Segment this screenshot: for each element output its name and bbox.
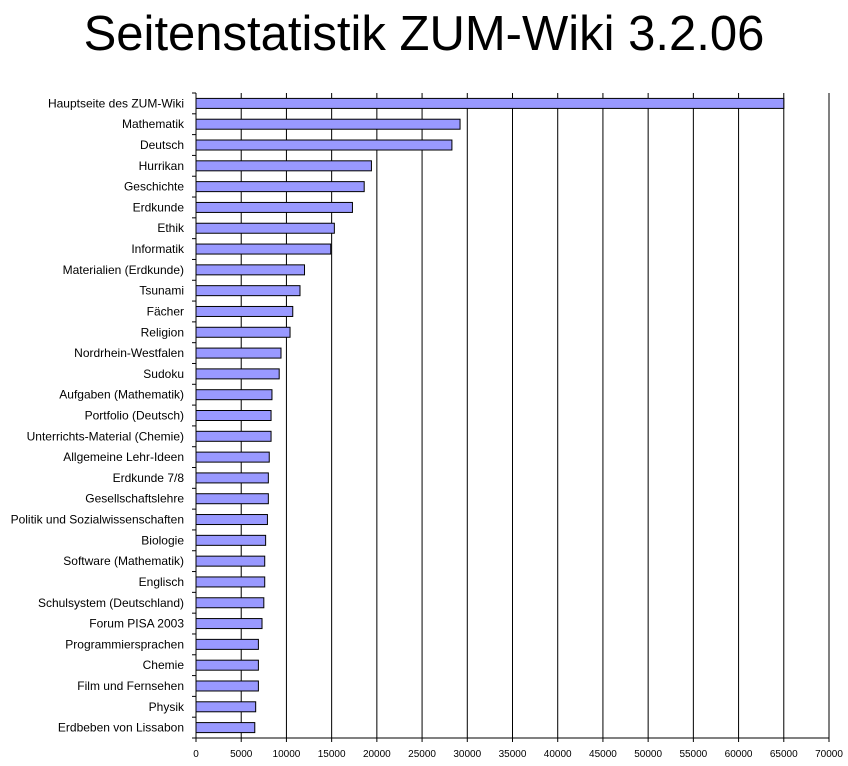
category-label: Informatik — [131, 242, 185, 256]
bar — [195, 638, 259, 650]
x-tick-label: 70000 — [815, 749, 843, 760]
bar — [195, 534, 267, 546]
category-label: Hurrikan — [139, 159, 184, 173]
x-tick-label: 20000 — [363, 749, 391, 760]
x-tick-label: 25000 — [408, 749, 436, 760]
bar — [195, 326, 291, 338]
bar — [195, 97, 785, 109]
chart-title: Seitenstatistik ZUM-Wiki 3.2.06 — [83, 7, 765, 61]
category-label: Forum PISA 2003 — [89, 617, 184, 631]
bar — [195, 555, 266, 567]
bar — [195, 243, 332, 255]
bar — [195, 264, 306, 276]
category-label: Nordrhein-Westfalen — [74, 346, 184, 360]
category-label: Deutsch — [140, 138, 184, 152]
category-label: Englisch — [139, 575, 184, 589]
category-label: Materialien (Erdkunde) — [63, 263, 184, 277]
category-label: Allgemeine Lehr-Ideen — [63, 450, 184, 464]
bar — [195, 618, 263, 630]
bar — [195, 389, 273, 401]
category-label: Film und Fernsehen — [77, 679, 184, 693]
bar — [195, 181, 365, 193]
category-label: Politik und Sozialwissenschaften — [11, 513, 184, 527]
bar — [195, 701, 257, 713]
category-label: Biologie — [141, 533, 184, 547]
category-label: Physik — [149, 700, 185, 714]
bar — [195, 576, 266, 588]
bar — [195, 160, 372, 172]
bar — [195, 493, 269, 505]
bar — [195, 201, 353, 213]
category-label: Erdkunde — [133, 200, 185, 214]
bar — [195, 222, 335, 234]
bar — [195, 514, 268, 526]
bar — [195, 410, 272, 421]
bar — [195, 722, 256, 734]
category-label: Gesellschaftslehre — [85, 492, 184, 506]
x-tick-label: 50000 — [634, 749, 662, 760]
category-label: Software (Mathematik) — [63, 554, 184, 568]
category-label: Portfolio (Deutsch) — [85, 409, 184, 423]
x-tick-label: 0 — [193, 749, 199, 760]
bar — [195, 680, 259, 692]
category-label: Hauptseite des ZUM-Wiki — [48, 96, 184, 110]
bar — [195, 430, 272, 442]
category-label: Religion — [141, 325, 184, 339]
category-label: Schulsystem (Deutschland) — [38, 596, 184, 610]
x-tick-label: 5000 — [230, 749, 253, 760]
category-label: Fächer — [147, 304, 184, 318]
category-label: Sudoku — [143, 367, 184, 381]
x-tick-label: 30000 — [453, 749, 481, 760]
x-tick-label: 65000 — [770, 749, 798, 760]
category-label: Mathematik — [122, 117, 185, 131]
x-tick-label: 35000 — [499, 749, 527, 760]
category-label: Unterrichts-Material (Chemie) — [27, 429, 184, 443]
bar — [195, 368, 280, 380]
x-tick-label: 40000 — [544, 749, 572, 760]
x-tick-label: 55000 — [679, 749, 707, 760]
category-label: Tsunami — [139, 284, 184, 298]
x-tick-label: 45000 — [589, 749, 617, 760]
category-label: Erdbeben von Lissabon — [58, 721, 184, 735]
category-label: Erdkunde 7/8 — [113, 471, 185, 485]
x-tick-label: 60000 — [725, 749, 753, 760]
bar — [195, 118, 461, 130]
x-tick-label: 15000 — [318, 749, 346, 760]
bar — [195, 285, 301, 297]
bar — [195, 305, 294, 317]
category-label: Aufgaben (Mathematik) — [59, 388, 184, 402]
bar — [195, 597, 265, 609]
bar — [195, 347, 282, 359]
category-label: Geschichte — [124, 180, 184, 194]
bar — [195, 139, 453, 151]
category-label: Chemie — [143, 658, 185, 672]
bar — [195, 451, 270, 463]
bar — [195, 472, 269, 484]
bar — [195, 659, 259, 671]
category-label: Programmiersprachen — [65, 637, 184, 651]
category-label: Ethik — [157, 221, 185, 235]
x-tick-label: 10000 — [273, 749, 301, 760]
